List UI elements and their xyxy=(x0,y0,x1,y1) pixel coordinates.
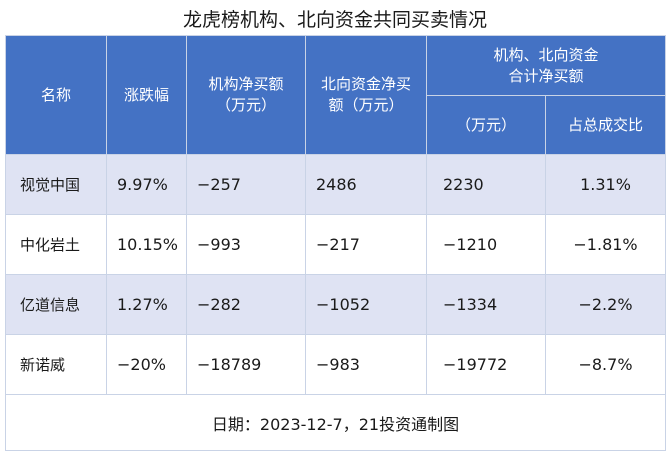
header-institution-line2: （万元） xyxy=(215,96,276,114)
trading-table: 名称 涨跌幅 机构净买额 （万元） 北向资金净买 额（万元） 机构、北向资金 合… xyxy=(4,35,667,451)
header-northbound-line1: 北向资金净买 xyxy=(320,75,411,93)
cell-northbound: −217 xyxy=(305,214,427,275)
table-row: 中化岩土 10.15% −993 −217 −1210 −1.81% xyxy=(5,214,667,275)
cell-change: −20% xyxy=(106,334,187,395)
header-combined-ratio: 占总成交比 xyxy=(544,95,667,155)
header-change: 涨跌幅 xyxy=(106,35,187,155)
cell-institution: −18789 xyxy=(186,334,306,395)
cell-total: 2230 xyxy=(426,154,546,215)
cell-name: 中化岩土 xyxy=(5,214,107,275)
table-title: 龙虎榜机构、北向资金共同买卖情况 xyxy=(182,9,487,31)
cell-institution: −282 xyxy=(186,274,306,335)
cell-change: 10.15% xyxy=(106,214,187,275)
table-row: 亿道信息 1.27% −282 −1052 −1334 −2.2% xyxy=(5,274,667,335)
cell-northbound: 2486 xyxy=(305,154,427,215)
cell-northbound: −983 xyxy=(305,334,427,395)
table-row: 新诺威 −20% −18789 −983 −19772 −8.7% xyxy=(5,334,667,395)
cell-ratio: 1.31% xyxy=(544,154,667,215)
cell-total: −1210 xyxy=(426,214,546,275)
header-name: 名称 xyxy=(5,35,107,155)
header-institution: 机构净买额 （万元） xyxy=(186,35,306,155)
header-combined-amount: （万元） xyxy=(426,95,546,155)
header-northbound: 北向资金净买 额（万元） xyxy=(305,35,427,155)
cell-ratio: −1.81% xyxy=(544,214,667,275)
footer-row: 日期：2023-12-7，21投资通制图 xyxy=(4,394,667,451)
header-institution-line1: 机构净买额 xyxy=(208,75,284,93)
cell-total: −1334 xyxy=(426,274,546,335)
cell-total: −19772 xyxy=(426,334,546,395)
cell-institution: −993 xyxy=(186,214,306,275)
cell-change: 1.27% xyxy=(106,274,187,335)
cell-name: 亿道信息 xyxy=(5,274,107,335)
header-northbound-line2: 额（万元） xyxy=(328,96,404,114)
cell-name: 视觉中国 xyxy=(5,154,107,215)
footer-caption: 日期：2023-12-7，21投资通制图 xyxy=(4,394,667,451)
cell-northbound: −1052 xyxy=(305,274,427,335)
header-combined-line2: 合计净买额 xyxy=(508,66,584,85)
cell-institution: −257 xyxy=(186,154,306,215)
cell-change: 9.97% xyxy=(106,154,187,215)
cell-ratio: −2.2% xyxy=(544,274,667,335)
table-row: 视觉中国 9.97% −257 2486 2230 1.31% xyxy=(5,154,667,215)
cell-ratio: −8.7% xyxy=(544,334,667,395)
header-combined: 机构、北向资金 合计净买额 xyxy=(425,35,667,96)
header-combined-line1: 机构、北向资金 xyxy=(493,45,599,64)
cell-name: 新诺威 xyxy=(5,334,107,395)
